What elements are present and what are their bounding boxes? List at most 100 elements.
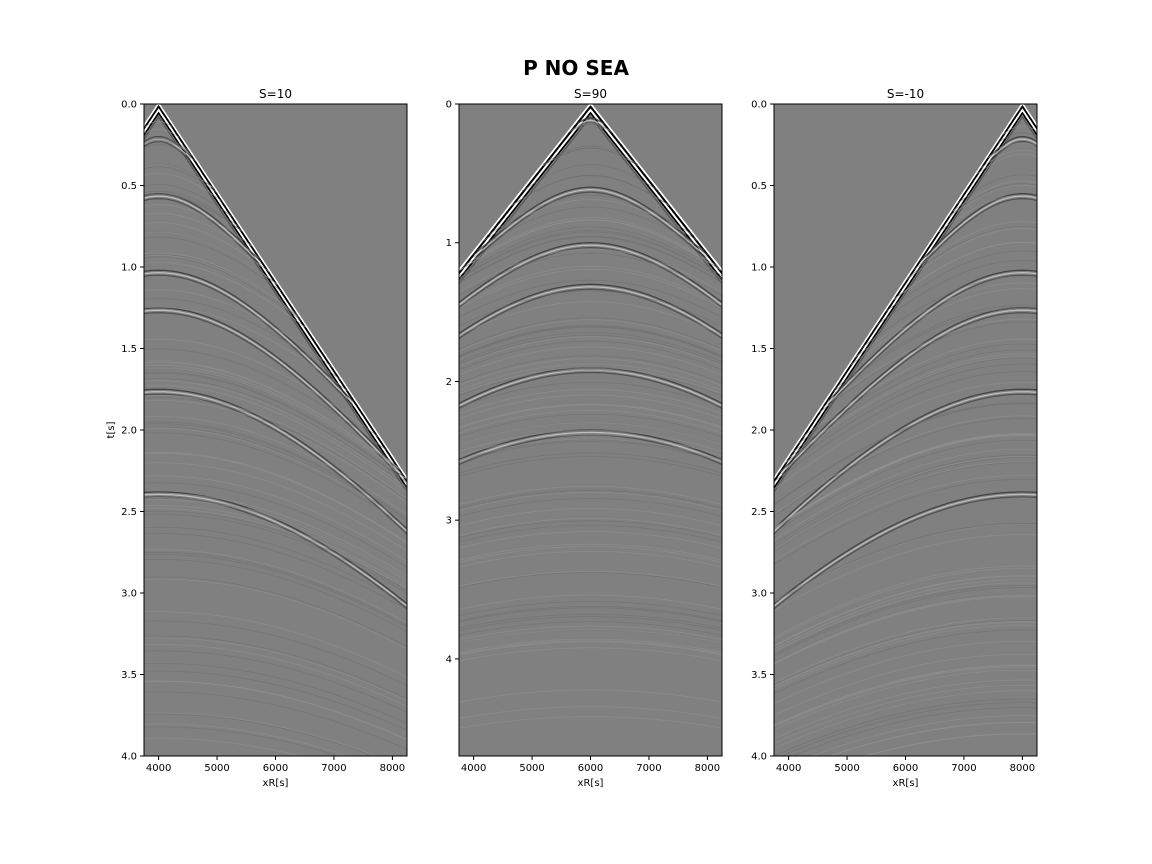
noise-line xyxy=(144,644,407,707)
noise-line xyxy=(144,128,180,138)
reflection-line xyxy=(144,307,401,472)
noise-line xyxy=(459,485,722,506)
reflection-line xyxy=(459,431,722,463)
reflection-line xyxy=(459,286,722,337)
noise-line xyxy=(459,613,722,629)
noise-line xyxy=(144,298,341,380)
reflection-line xyxy=(473,191,708,261)
y-tick-label: 2.5 xyxy=(751,507,767,518)
noise-line xyxy=(774,568,1037,640)
y-tick-label: 3.5 xyxy=(121,670,137,681)
noise-line xyxy=(144,348,387,451)
noise-line xyxy=(977,153,1037,175)
y-tick-label: 0.0 xyxy=(751,100,767,111)
y-tick-label: 2.0 xyxy=(121,426,137,437)
noise-line xyxy=(774,381,1037,490)
noise-line xyxy=(459,647,722,662)
noise-line xyxy=(459,332,722,363)
noise-line xyxy=(774,595,1037,664)
x-tick-label: 5000 xyxy=(519,763,544,774)
noise-line xyxy=(144,236,282,292)
y-tick-label: 4 xyxy=(446,654,452,665)
noise-line xyxy=(144,194,243,232)
reflection-line xyxy=(473,186,708,256)
noise-line xyxy=(459,438,722,461)
noise-line xyxy=(144,578,407,649)
noise-line xyxy=(774,621,1037,687)
seismic-events xyxy=(144,104,407,756)
noise-line xyxy=(774,629,1037,694)
noise-line xyxy=(459,334,722,365)
noise-line xyxy=(144,663,407,724)
noise-line xyxy=(144,138,190,153)
y-tick-label: 3.0 xyxy=(121,589,137,600)
noise-line xyxy=(459,422,722,445)
noise-line xyxy=(542,147,639,167)
noise-line xyxy=(774,593,1037,663)
x-tick-label: 4000 xyxy=(461,763,486,774)
noise-line xyxy=(459,430,722,453)
noise-line xyxy=(459,325,722,357)
reflection-line xyxy=(144,272,354,405)
noise-line xyxy=(774,587,1037,657)
noise-line xyxy=(144,262,306,328)
noise-line xyxy=(144,723,349,756)
noise-line xyxy=(459,403,722,428)
noise-line xyxy=(459,492,722,511)
panel-2: S=90 4000 5000 6000 7000 8000 xR[s] 0 1 2 3 4 xyxy=(446,87,723,789)
noise-line xyxy=(774,582,1037,653)
noise-line xyxy=(144,497,407,580)
y-tick-label: 3.0 xyxy=(751,589,767,600)
direct-wave-line xyxy=(459,105,722,275)
noise-line xyxy=(144,432,407,528)
x-tick-label: 5000 xyxy=(204,763,229,774)
noise-line xyxy=(144,368,407,481)
noise-line xyxy=(459,358,722,386)
noise-line xyxy=(144,620,407,686)
noise-line xyxy=(774,418,1037,517)
noise-line xyxy=(774,596,1037,665)
noise-line xyxy=(459,410,722,434)
noise-line xyxy=(459,434,722,457)
noise-line xyxy=(144,252,299,316)
noise-line xyxy=(144,365,404,475)
noise-line xyxy=(459,607,722,623)
noise-line xyxy=(1001,125,1037,136)
noise-line xyxy=(774,622,1037,688)
noise-line xyxy=(459,572,722,589)
noise-line xyxy=(774,640,1037,705)
direct-wave-line xyxy=(774,104,1037,480)
noise-line xyxy=(774,435,1037,530)
noise-line xyxy=(801,338,1037,438)
noise-line xyxy=(774,456,1037,547)
noise-line xyxy=(144,576,407,648)
y-tick-label: 3 xyxy=(446,516,452,527)
reflection-line xyxy=(576,119,605,127)
noise-line xyxy=(144,533,407,610)
noise-line xyxy=(459,508,722,527)
noise-line xyxy=(570,123,611,131)
noise-line xyxy=(144,553,407,628)
noise-line xyxy=(459,290,722,327)
y-tick-label: 4.0 xyxy=(121,752,137,763)
noise-line xyxy=(791,349,1037,454)
noise-line xyxy=(144,184,232,217)
noise-line xyxy=(144,190,239,227)
y-tick-label: 0.5 xyxy=(751,181,767,192)
noise-line xyxy=(875,259,1037,327)
reflection-line xyxy=(144,274,354,407)
noise-line xyxy=(144,427,407,524)
noise-line xyxy=(144,451,407,543)
noise-line xyxy=(144,423,407,521)
noise-line xyxy=(144,306,348,392)
noise-line xyxy=(774,565,1037,638)
noise-line xyxy=(774,690,1037,749)
noise-line xyxy=(907,228,1037,280)
noise-line xyxy=(459,265,722,307)
noise-line xyxy=(144,510,407,591)
reflection-line xyxy=(774,493,1037,607)
noise-line xyxy=(459,531,722,549)
noise-line xyxy=(144,421,407,520)
noise-line xyxy=(144,637,407,702)
y-tick-label: 0.0 xyxy=(121,100,137,111)
